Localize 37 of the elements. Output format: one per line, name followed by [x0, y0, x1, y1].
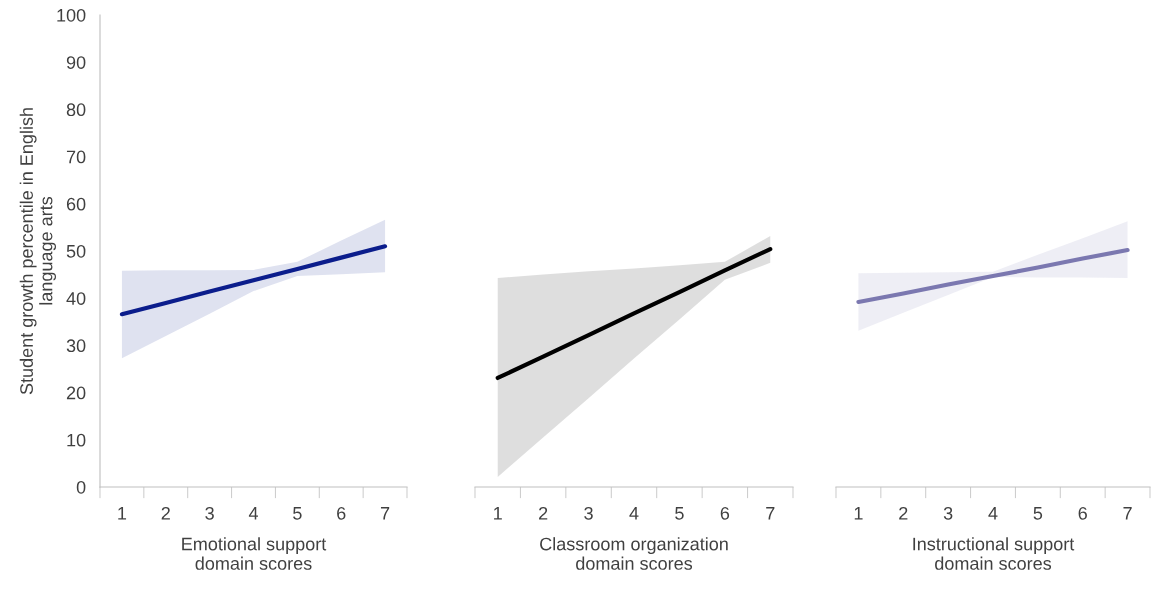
x-axis-title: Classroom organization domain scores [540, 537, 728, 570]
x-tick-label: 5 [293, 507, 302, 520]
y-tick-label: 0 [76, 480, 86, 494]
x-tick-label: 2 [539, 506, 548, 520]
x-tick-label: 5 [1033, 507, 1043, 520]
y-tick-label: 30 [66, 339, 86, 353]
x-tick-label: 3 [584, 506, 593, 520]
x-tick-label: 1 [854, 507, 863, 520]
x-tick-label: 3 [205, 506, 214, 520]
x-tick-label: 6 [720, 506, 730, 520]
x-tick-label: 4 [629, 507, 639, 520]
x-tick-label: 2 [161, 506, 170, 520]
x-axis-title: Emotional support domain scores [182, 537, 327, 570]
y-axis-title: Student growth percentile in English language arts [19, 108, 56, 395]
y-tick-label: 40 [66, 292, 86, 305]
y-tick-label: 60 [66, 197, 86, 211]
x-tick-label: 2 [899, 506, 908, 520]
x-tick-label: 7 [380, 507, 390, 520]
y-tick-label: 10 [67, 433, 86, 447]
x-tick-label: 4 [988, 507, 998, 520]
y-tick-label: 90 [66, 56, 86, 69]
x-tick-label: 7 [1123, 507, 1132, 520]
x-tick-label: 4 [248, 507, 258, 520]
x-tick-label: 1 [494, 507, 502, 520]
y-tick-label: 80 [66, 103, 86, 117]
y-tick-label: 70 [66, 150, 86, 164]
x-axis-title: Instructional support domain scores [913, 537, 1075, 570]
x-tick-label: 3 [943, 506, 953, 520]
x-tick-label: 6 [1078, 506, 1087, 520]
line-series [119, 244, 388, 317]
y-tick-label: 100 [57, 8, 86, 22]
x-tick-label: 5 [675, 507, 684, 520]
x-tick-label: 6 [337, 506, 346, 520]
y-tick-label: 20 [66, 386, 86, 400]
x-tick-label: 7 [766, 507, 775, 520]
y-tick-label: 50 [66, 244, 86, 258]
x-tick-label: 1 [118, 507, 127, 520]
